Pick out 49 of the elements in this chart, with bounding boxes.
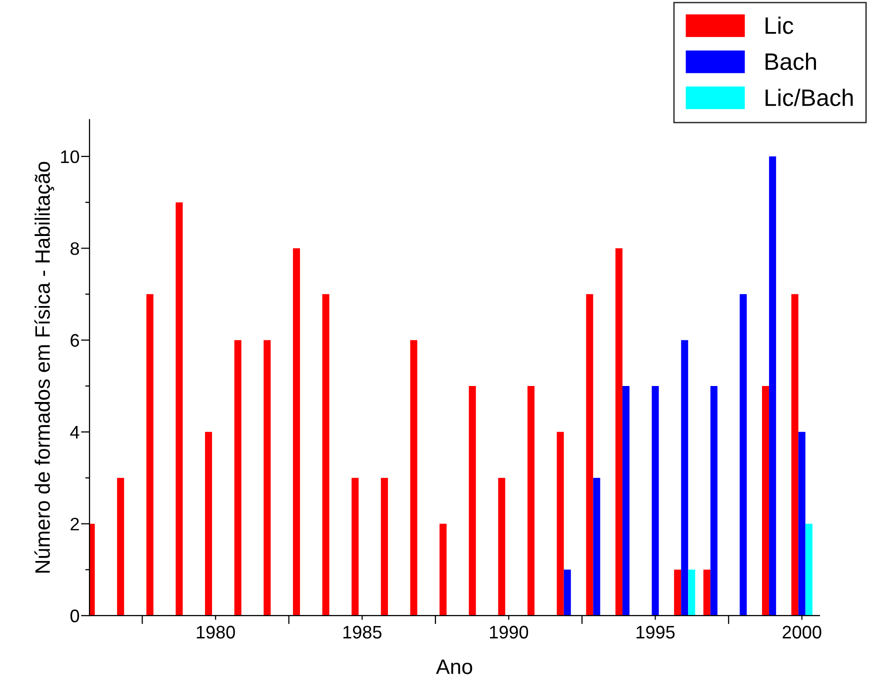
bar (146, 294, 154, 616)
bar (703, 570, 710, 616)
bar (740, 294, 747, 616)
bar (440, 524, 447, 616)
bar (622, 386, 630, 616)
y-tick-label: 4 (70, 426, 80, 438)
bar (234, 340, 242, 616)
bar (264, 340, 271, 616)
x-tick-label: 1980 (196, 626, 235, 639)
bar (615, 248, 622, 616)
bar (380, 478, 388, 616)
bar (762, 386, 770, 616)
bar (710, 386, 718, 616)
bar (593, 478, 600, 616)
x-tick-label: 2000 (782, 626, 822, 639)
bar (556, 432, 564, 616)
y-tick-label: 8 (70, 242, 79, 255)
bar (205, 432, 212, 616)
y-tick-label: 6 (70, 334, 79, 347)
y-tick-label: 0 (70, 610, 80, 622)
bar (410, 340, 418, 616)
legend-label: Lic (766, 16, 794, 34)
legend-label: Lic/Bach (766, 88, 853, 106)
bar (498, 478, 506, 616)
bar (586, 294, 594, 616)
y-axis-title: Número de formados em Física - Habilitação (34, 162, 54, 573)
x-tick-label: 1990 (490, 626, 528, 639)
bar (352, 478, 359, 616)
y-tick-label: 2 (70, 518, 79, 530)
x-tick-label: 1985 (343, 626, 382, 639)
legend-label: Bach (766, 52, 816, 70)
bar (769, 156, 776, 616)
bar (681, 340, 688, 616)
x-axis-title: Ano (436, 660, 472, 674)
bar (564, 570, 571, 616)
bar (791, 294, 798, 616)
bar (798, 432, 806, 616)
bar (292, 248, 300, 616)
x-tick-label: 1995 (636, 626, 675, 639)
y-tick-label: 10 (61, 150, 80, 164)
bar (688, 570, 696, 616)
bar (652, 386, 659, 616)
bar (527, 386, 535, 616)
bar (176, 202, 183, 616)
bar (468, 386, 476, 616)
bar (674, 570, 682, 616)
bar (805, 524, 812, 616)
bar (322, 294, 330, 616)
bar (117, 478, 124, 616)
